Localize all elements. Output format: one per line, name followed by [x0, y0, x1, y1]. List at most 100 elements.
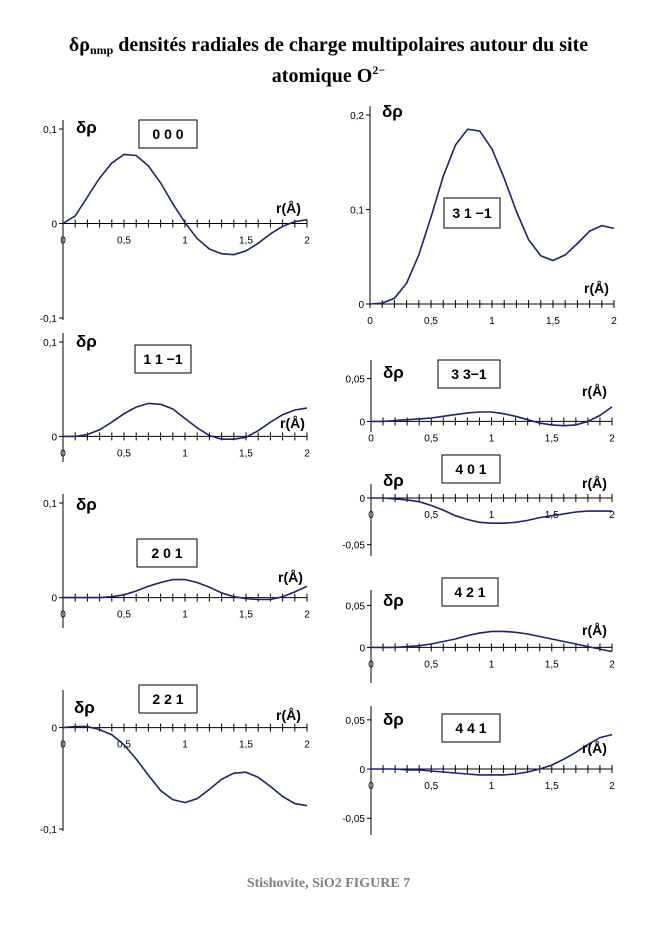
chart-panel-2: 0 0,5 1 1,5 2 0,1 0 δρ r(Å) 1 1 −1 — [43, 332, 310, 462]
panel-label: 4 4 1 — [455, 720, 486, 736]
y-axis-label: δρ — [76, 495, 97, 514]
x-tick-label: 0,5 — [424, 781, 438, 792]
y-tick-label: -0,1 — [40, 825, 58, 836]
y-tick-label: 0,05 — [346, 716, 366, 727]
panel-label-box — [134, 344, 192, 374]
x-tick-label: 0,5 — [117, 236, 131, 247]
panel-label-box — [138, 119, 198, 149]
y-tick-label: 0 — [358, 300, 364, 311]
x-tick-label: 2 — [304, 610, 310, 621]
panel-label-box — [441, 577, 499, 607]
panel-label-box — [441, 454, 501, 484]
panel-label-box — [437, 359, 501, 389]
x-tick-label: 0 — [60, 236, 66, 247]
figure-title: δρnmp densités radiales de charge multip… — [0, 32, 657, 89]
y-tick-label: 0 — [51, 432, 57, 443]
x-tick-label: 1 — [489, 433, 495, 444]
x-axis-label: r(Å) — [582, 383, 607, 399]
x-tick-label: 2 — [609, 659, 615, 670]
x-tick-label: 1 — [182, 740, 188, 751]
x-tick-label: 1,5 — [239, 448, 253, 459]
y-tick-label: 0 — [51, 220, 57, 231]
series-line — [62, 725, 308, 807]
x-axis-label: r(Å) — [584, 280, 609, 296]
x-axis-label: r(Å) — [278, 569, 303, 585]
series-line — [63, 578, 308, 601]
x-tick-label: 0 — [368, 659, 374, 670]
series-line — [371, 733, 613, 776]
x-tick-label: 1,5 — [545, 433, 559, 444]
x-axis-label: r(Å) — [276, 707, 301, 723]
y-tick-label: 0 — [359, 494, 365, 505]
x-tick-label: 0 — [368, 510, 374, 521]
x-tick-label: 0,5 — [424, 510, 438, 521]
x-tick-label: 2 — [609, 781, 615, 792]
x-tick-label: 0 — [368, 781, 374, 792]
series-line — [62, 153, 308, 256]
y-tick-label: 0,1 — [43, 338, 57, 349]
panel-label: 3 3−1 — [451, 366, 487, 382]
x-tick-label: 0 — [60, 448, 66, 459]
y-tick-label: -0,05 — [342, 814, 365, 825]
y-axis-label: δρ — [382, 102, 403, 121]
y-tick-label: 0,1 — [43, 125, 57, 136]
y-axis-label: δρ — [383, 471, 404, 490]
panel-label: 2 0 1 — [151, 545, 182, 561]
x-tick-label: 2 — [609, 433, 615, 444]
x-tick-label: 2 — [304, 740, 310, 751]
x-tick-label: 1 — [489, 781, 495, 792]
title-line-2: atomique O2− — [0, 63, 657, 89]
x-tick-label: 1,5 — [546, 316, 560, 327]
x-tick-label: 0,5 — [424, 316, 438, 327]
x-tick-label: 1 — [489, 510, 495, 521]
y-axis-label: δρ — [74, 698, 95, 717]
y-axis-label: δρ — [383, 363, 404, 382]
title-text-2: atomique O — [271, 65, 373, 87]
figure-caption: Stishovite, SiO2 FIGURE 7 — [246, 876, 411, 891]
x-tick-label: 2 — [304, 236, 310, 247]
panel-label: 2 2 1 — [152, 691, 183, 707]
x-tick-label: 1,5 — [239, 740, 253, 751]
y-tick-label: -0,1 — [40, 314, 58, 325]
y-axis-label: δρ — [383, 710, 404, 729]
y-tick-label: 0,1 — [350, 206, 364, 217]
y-tick-label: 0,2 — [350, 111, 364, 122]
x-tick-label: 1 — [182, 448, 188, 459]
panel-label-box — [443, 197, 501, 229]
title-line-1: δρnmp densités radiales de charge multip… — [0, 32, 657, 63]
title-symbol: δρ — [68, 34, 90, 56]
y-tick-label: 0,05 — [346, 375, 366, 386]
x-axis-label: r(Å) — [280, 415, 305, 431]
x-tick-label: 1 — [182, 610, 188, 621]
panel-label: 0 0 0 — [152, 126, 183, 142]
panel-label-box — [138, 684, 198, 714]
chart-panel-8: 0 0,5 1 1,5 2 0,05 0 δρ r(Å) 4 2 1 — [346, 577, 615, 683]
x-tick-label: 1,5 — [545, 781, 559, 792]
x-axis-label: r(Å) — [582, 740, 607, 756]
chart-panel-9: 0 0,5 1 1,5 2 0,05 0 -0,05 δρ r(Å) 4 4 1 — [342, 706, 615, 835]
x-tick-label: 0 — [60, 740, 66, 751]
panel-label: 4 0 1 — [455, 461, 486, 477]
x-tick-label: 2 — [304, 448, 310, 459]
chart-panel-1: 0 0,5 1 1,5 2 0,1 0 -0,1 δρ r(Å) 0 0 0 — [40, 118, 310, 325]
x-tick-label: 2 — [611, 316, 617, 327]
title-text-1: densités radiales de charge multipolaire… — [113, 34, 589, 56]
y-tick-label: -0,05 — [342, 541, 365, 552]
y-tick-label: 0 — [359, 417, 365, 428]
panel-label-box — [441, 713, 501, 743]
x-tick-label: 1 — [182, 236, 188, 247]
x-tick-label: 0,5 — [424, 433, 438, 444]
y-axis-label: δρ — [76, 118, 97, 137]
x-tick-label: 0 — [60, 610, 66, 621]
y-tick-label: 0,1 — [43, 499, 57, 510]
x-tick-label: 0,5 — [117, 610, 131, 621]
title-subscript: nmp — [89, 43, 114, 57]
y-tick-label: 0 — [51, 724, 57, 735]
x-tick-label: 1,5 — [545, 659, 559, 670]
y-tick-label: 0,05 — [346, 601, 366, 612]
chart-panel-4: 0 0,5 1 1,5 20-0,1δρ r(Å)2 2 1 — [40, 684, 310, 836]
x-axis-label: r(Å) — [582, 475, 607, 491]
x-axis-label: r(Å) — [582, 622, 607, 638]
